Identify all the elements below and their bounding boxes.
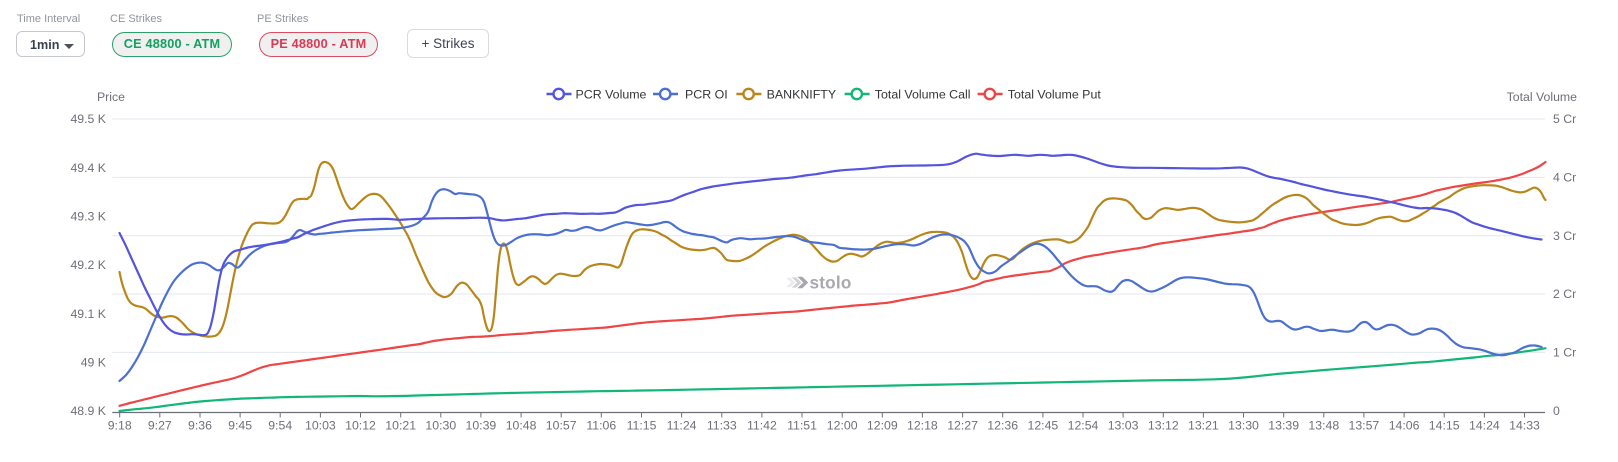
svg-text:13:39: 13:39 [1268,419,1299,433]
svg-text:12:09: 12:09 [867,419,898,433]
svg-text:14:15: 14:15 [1429,419,1460,433]
svg-text:11:42: 11:42 [747,419,777,433]
svg-text:10:57: 10:57 [546,419,577,433]
svg-text:12:27: 12:27 [947,419,978,433]
svg-text:3 Cr: 3 Cr [1553,229,1576,243]
svg-text:11:51: 11:51 [787,419,817,433]
svg-text:4 Cr: 4 Cr [1553,171,1576,185]
svg-text:13:48: 13:48 [1308,419,1339,433]
svg-text:2 Cr: 2 Cr [1553,287,1576,301]
svg-text:13:57: 13:57 [1349,419,1380,433]
svg-text:0: 0 [1553,404,1560,418]
svg-text:10:03: 10:03 [305,419,336,433]
svg-text:10:39: 10:39 [466,419,497,433]
svg-text:11:24: 11:24 [667,419,697,433]
svg-text:5 Cr: 5 Cr [1553,112,1576,126]
svg-text:9:45: 9:45 [228,419,252,433]
svg-text:49.1 K: 49.1 K [70,307,106,321]
svg-text:49.5 K: 49.5 K [70,112,106,126]
svg-text:11:33: 11:33 [707,419,737,433]
svg-text:13:30: 13:30 [1228,419,1259,433]
svg-text:12:36: 12:36 [987,419,1018,433]
svg-text:BANKNIFTY: BANKNIFTY [767,87,837,101]
svg-text:10:30: 10:30 [425,419,456,433]
svg-text:9:27: 9:27 [148,419,172,433]
svg-text:11:06: 11:06 [586,419,616,433]
svg-text:Total Volume: Total Volume [1507,90,1578,104]
svg-text:9:54: 9:54 [268,419,292,433]
svg-text:13:12: 13:12 [1148,419,1179,433]
svg-text:14:06: 14:06 [1389,419,1420,433]
svg-text:49.3 K: 49.3 K [70,210,106,224]
svg-text:49 K: 49 K [81,356,107,370]
svg-text:12:45: 12:45 [1028,419,1059,433]
svg-text:13:03: 13:03 [1108,419,1139,433]
svg-text:49.4 K: 49.4 K [70,161,106,175]
svg-text:Price: Price [97,90,125,104]
svg-text:14:33: 14:33 [1509,419,1540,433]
svg-text:PCR OI: PCR OI [685,87,728,101]
svg-text:48.9 K: 48.9 K [70,404,106,418]
svg-text:9:36: 9:36 [188,419,212,433]
svg-text:12:00: 12:00 [827,419,858,433]
svg-text:stolo: stolo [810,272,852,292]
svg-text:12:18: 12:18 [907,419,938,433]
svg-text:10:48: 10:48 [506,419,537,433]
svg-text:9:18: 9:18 [108,419,132,433]
svg-text:11:15: 11:15 [627,419,657,433]
svg-text:1 Cr: 1 Cr [1553,346,1576,360]
svg-text:10:12: 10:12 [345,419,376,433]
svg-text:14:24: 14:24 [1469,419,1500,433]
svg-text:PCR Volume: PCR Volume [576,87,647,101]
svg-text:10:21: 10:21 [385,419,416,433]
svg-text:13:21: 13:21 [1188,419,1219,433]
svg-text:Total Volume Call: Total Volume Call [875,87,971,101]
svg-text:Total Volume Put: Total Volume Put [1008,87,1102,101]
svg-text:49.2 K: 49.2 K [70,258,106,272]
svg-text:12:54: 12:54 [1068,419,1099,433]
